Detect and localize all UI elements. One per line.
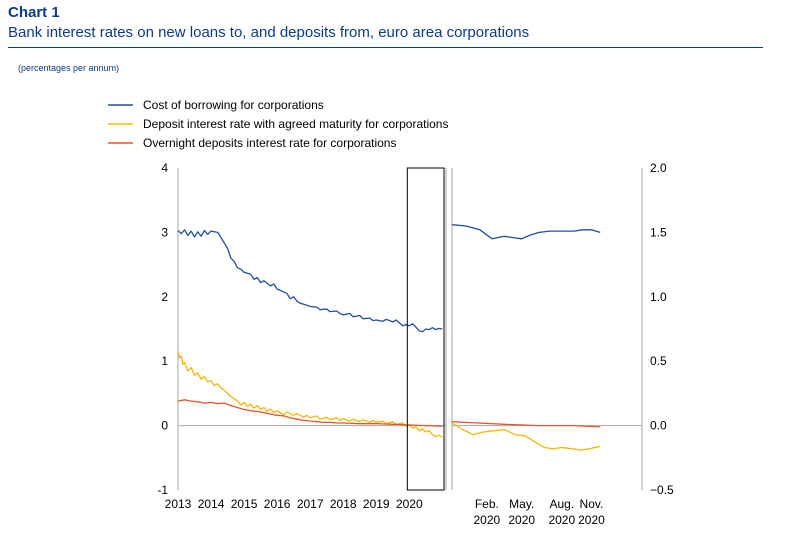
legend: Cost of borrowing for corporations Deposi… — [108, 98, 448, 150]
right-panel: −0.5 0.0 0.5 1.0 1.5 2.0 Feb. 2020 May. 2020 Aug. 2… — [451, 161, 674, 527]
right-x-tick-year: 2020 — [578, 513, 605, 527]
right-series-line-2 — [451, 421, 601, 428]
right-x-tick-year: 2020 — [508, 513, 535, 527]
left-y-tick-label: -1 — [157, 483, 168, 497]
units-note: (percentages per annum) — [18, 63, 120, 73]
left-x-tick-label: 2018 — [330, 497, 357, 511]
left-y-tick-label: 0 — [161, 419, 168, 433]
right-y-tick-label: 1.5 — [650, 225, 667, 239]
left-y-tick-label: 3 — [161, 225, 168, 239]
left-series-line-2 — [177, 399, 443, 427]
left-x-tick-label: 2014 — [198, 497, 225, 511]
left-x-tick-label: 2017 — [297, 497, 324, 511]
left-y-tick-label: 1 — [161, 354, 168, 368]
highlight-box — [406, 167, 445, 491]
left-x-tick-label: 2015 — [231, 497, 258, 511]
chart-label: Chart 1 — [8, 4, 60, 21]
right-x-tick-year: 2020 — [474, 513, 501, 527]
right-x-tick-month: Aug. — [549, 497, 574, 511]
left-x-tick-label: 2019 — [363, 497, 390, 511]
legend-label-1: Deposit interest rate with agreed maturi… — [143, 117, 448, 131]
right-y-tick-label: 0.5 — [650, 354, 667, 368]
left-series-line-1 — [177, 351, 443, 438]
left-x-tick-label: 2013 — [165, 497, 192, 511]
left-y-tick-label: 4 — [161, 161, 168, 175]
right-y-tick-label: 2.0 — [650, 161, 667, 175]
left-panel: -1 0 1 2 3 4 2013 2014 2015 2016 2017 2018 2019 2020 — [157, 161, 447, 511]
right-series-line-1 — [451, 422, 601, 451]
right-x-tick-month: May. — [509, 497, 534, 511]
left-x-tick-label: 2016 — [264, 497, 291, 511]
right-y-tick-label: −0.5 — [650, 483, 674, 497]
right-y-tick-label: 0.0 — [650, 419, 667, 433]
left-y-tick-label: 2 — [161, 290, 168, 304]
right-x-tick-month: Feb. — [475, 497, 499, 511]
right-x-tick-month: Nov. — [580, 497, 604, 511]
legend-label-2: Overnight deposits interest rate for cor… — [143, 136, 396, 150]
right-x-tick-year: 2020 — [548, 513, 575, 527]
legend-label-0: Cost of borrowing for corporations — [143, 98, 324, 112]
left-x-tick-label: 2020 — [396, 497, 423, 511]
chart-title: Bank interest rates on new loans to, and… — [8, 24, 530, 41]
right-series-line-0 — [451, 224, 601, 240]
title-divider — [8, 47, 763, 48]
right-y-tick-label: 1.0 — [650, 290, 667, 304]
left-series-line-0 — [177, 229, 443, 333]
